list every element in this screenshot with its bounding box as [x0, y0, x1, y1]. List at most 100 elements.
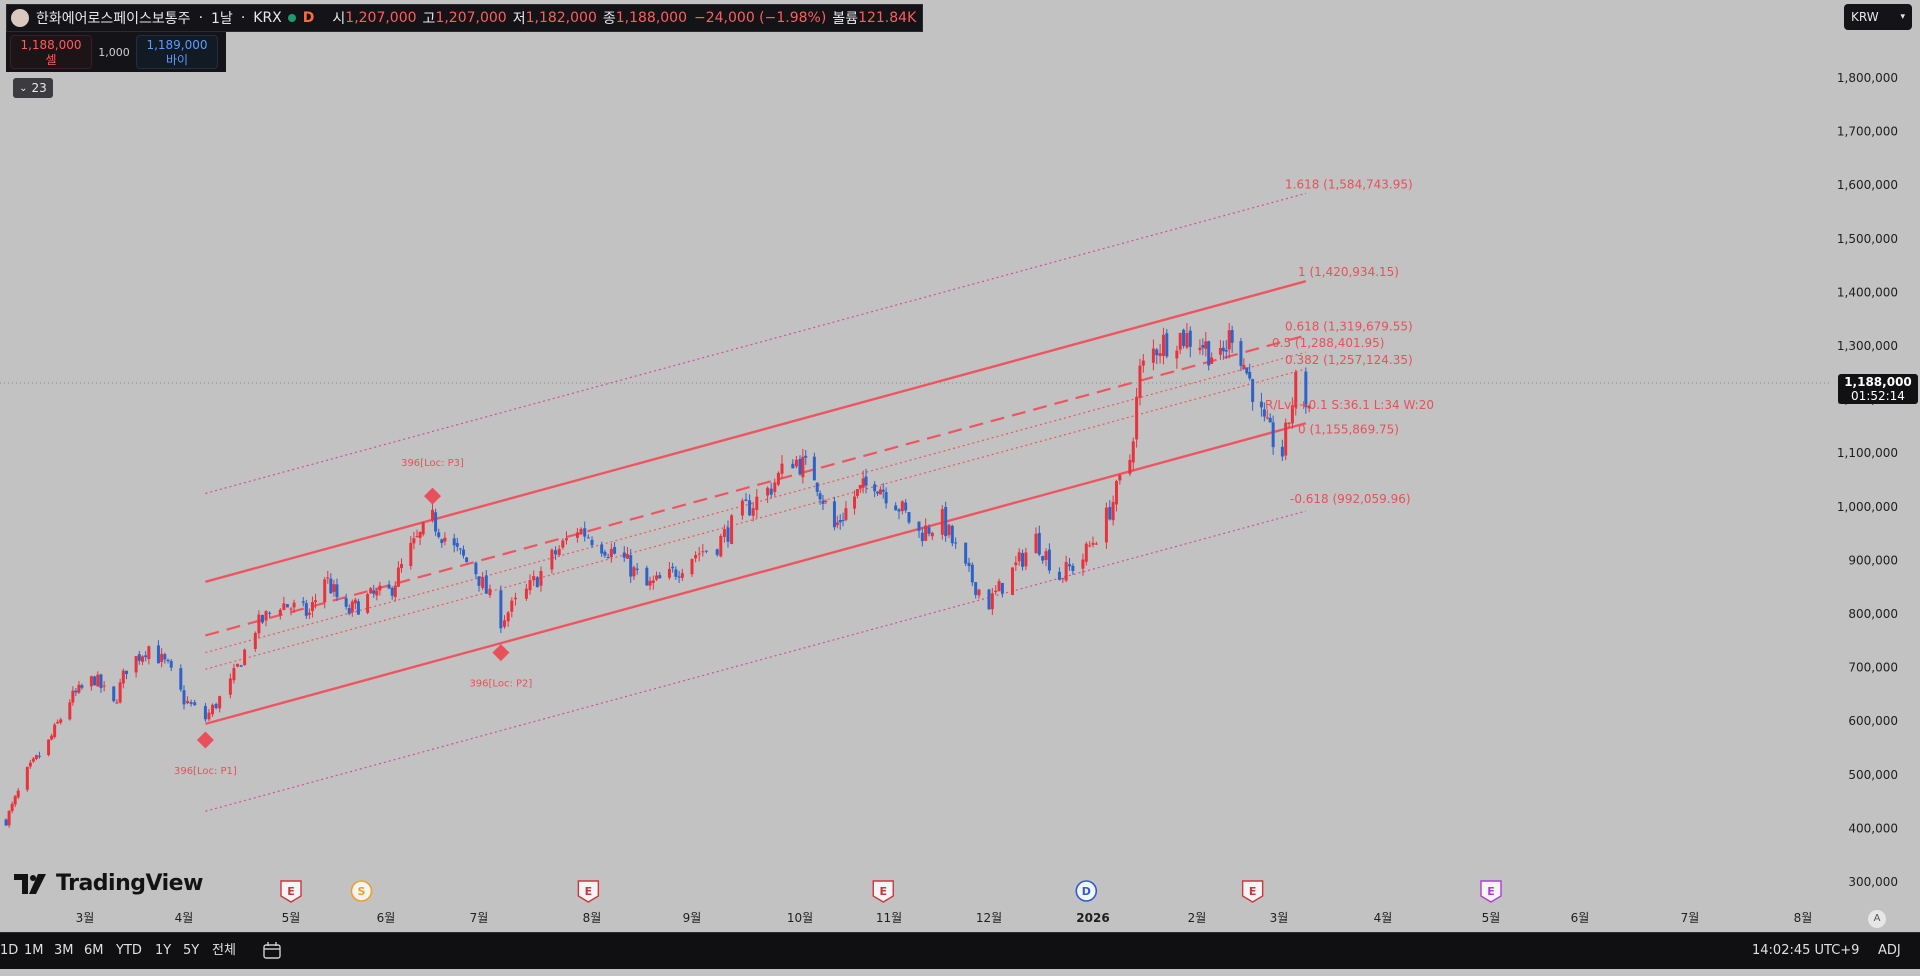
tradingview-logo[interactable]: TradingView	[14, 871, 203, 896]
candle	[56, 719, 60, 725]
candle	[53, 722, 57, 739]
period-button-5[interactable]: 1Y	[155, 943, 172, 958]
period-button-1[interactable]: 1M	[24, 943, 44, 958]
pivot-markers[interactable]: 396[Loc: P1] 396[Loc: P3] 396[Loc: P2]	[174, 458, 532, 777]
candle	[1104, 502, 1108, 549]
candle	[1268, 413, 1272, 423]
candle	[1017, 548, 1021, 566]
candle	[307, 608, 311, 619]
candle	[635, 562, 639, 575]
candle	[166, 658, 170, 664]
candle	[186, 696, 190, 705]
interval-label[interactable]: 1날	[211, 11, 233, 27]
earnings-event-icon[interactable]: E	[1241, 880, 1264, 903]
candle	[815, 482, 819, 497]
candle	[812, 452, 816, 481]
price-tick-label: 300,000	[1848, 875, 1898, 889]
price-axis[interactable]: 300,000 400,000 500,000 600,000 700,000 800,0…	[1830, 0, 1920, 932]
channel-line[interactable]	[205, 422, 1307, 726]
candle	[169, 658, 173, 672]
candle	[1210, 352, 1214, 365]
pivot-diamond-icon[interactable]	[492, 644, 510, 662]
candle	[440, 538, 444, 548]
period-button-7[interactable]: 전체	[212, 943, 236, 958]
time-tick-label: 5월	[1482, 911, 1501, 925]
candle	[1242, 358, 1246, 370]
channel-line[interactable]	[205, 334, 1307, 637]
candle	[680, 568, 684, 581]
candle	[160, 648, 164, 668]
svg-text:D: D	[1082, 885, 1091, 898]
price-chart[interactable]: 1.618 (1,584,743.95) 1 (1,420,934.15) 0.61…	[0, 0, 1830, 910]
candle	[651, 575, 655, 590]
dividend-event-icon[interactable]: D	[1075, 880, 1098, 902]
price-tick-label: 1,000,000	[1837, 500, 1898, 514]
candle	[28, 760, 32, 769]
pivot-diamond-icon[interactable]	[196, 731, 214, 749]
candle	[900, 500, 904, 515]
candle	[344, 593, 348, 610]
candle	[253, 631, 257, 652]
candle	[967, 557, 971, 572]
candle	[632, 565, 636, 581]
earnings-event-icon[interactable]: E	[872, 880, 894, 903]
candle	[1128, 454, 1132, 477]
channel-line[interactable]	[205, 368, 1306, 670]
candle	[16, 788, 20, 800]
candle	[1114, 479, 1118, 512]
period-button-0[interactable]: 1D	[0, 943, 19, 958]
buy-button[interactable]: 1,189,000 바이	[136, 35, 218, 69]
symbol-name[interactable]: 한화에어로스페이스보통주	[36, 11, 191, 27]
candle	[232, 663, 236, 684]
pivot-diamond-icon[interactable]	[424, 487, 441, 505]
symbol-legend[interactable]: 한화에어로스페이스보통주 · 1날 · KRX D 시 1,207,000 고 1,…	[6, 4, 924, 32]
indicators-toggle-button[interactable]: ⌄ 23	[13, 78, 53, 98]
candle	[1287, 422, 1291, 429]
candle	[997, 578, 1001, 592]
candle	[881, 483, 885, 499]
candle	[1094, 541, 1098, 545]
earnings-event-icon[interactable]: E	[1480, 880, 1502, 903]
high-label: 고	[422, 11, 436, 27]
candle	[400, 558, 403, 573]
channel-line[interactable]	[205, 192, 1306, 494]
trade-panel: 1,188,000 셀 1,000 1,189,000 바이	[6, 32, 226, 72]
auto-scale-button[interactable]: A	[1868, 910, 1886, 928]
candle	[214, 702, 218, 710]
channel-line[interactable]	[205, 280, 1307, 583]
indicators-count: 23	[31, 81, 47, 95]
candle	[1158, 343, 1162, 364]
candle	[964, 542, 968, 567]
candle	[1178, 332, 1182, 355]
time-tick-label: 11월	[876, 911, 902, 925]
candle	[50, 733, 54, 741]
candle	[1280, 439, 1284, 461]
date-range-icon[interactable]	[262, 933, 284, 969]
svg-text:S: S	[358, 885, 366, 898]
candle	[1251, 378, 1255, 411]
sell-button[interactable]: 1,188,000 셀	[10, 35, 92, 69]
candle	[125, 670, 129, 680]
period-button-6[interactable]: 5Y	[183, 943, 200, 958]
candle	[134, 655, 138, 678]
period-button-2[interactable]: 3M	[54, 943, 74, 958]
candle	[579, 527, 583, 536]
candle	[10, 801, 14, 814]
currency-selector[interactable]: KRW ▾	[1844, 4, 1912, 30]
candle	[1218, 340, 1222, 360]
adj-toggle[interactable]: ADJ	[1878, 943, 1901, 958]
candle	[481, 572, 485, 591]
fib-level-label: 0.618 (1,319,679.55)	[1285, 319, 1413, 333]
regression-channel[interactable]: 1.618 (1,584,743.95) 1 (1,420,934.15) 0.61…	[205, 177, 1413, 812]
period-button-4[interactable]: YTD	[116, 943, 142, 958]
time-axis[interactable]: 3월 4월 5월 6월 7월 8월 9월 10월 11월 12월 2026 2월 3월 4월 5월 6월 7월 8…	[0, 904, 1920, 932]
earnings-event-icon[interactable]: E	[280, 880, 302, 903]
time-tick-label: 3월	[1270, 911, 1289, 925]
clock-label[interactable]: 14:02:45 UTC+9	[1752, 943, 1860, 958]
channel-line[interactable]	[205, 510, 1306, 812]
candle	[409, 536, 413, 570]
split-event-icon[interactable]: S	[350, 880, 373, 902]
earnings-event-icon[interactable]: E	[577, 880, 600, 903]
period-button-3[interactable]: 6M	[84, 943, 104, 958]
